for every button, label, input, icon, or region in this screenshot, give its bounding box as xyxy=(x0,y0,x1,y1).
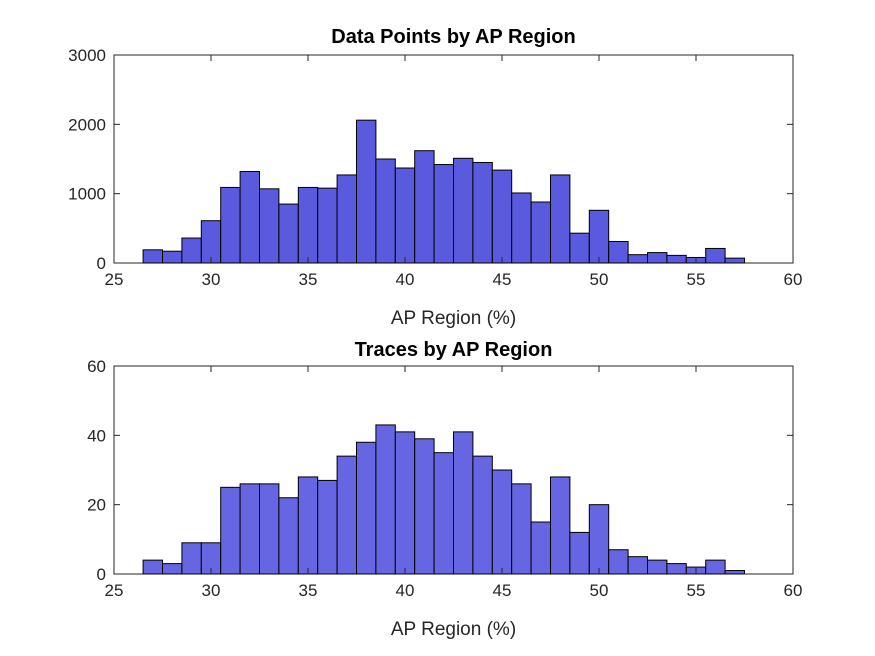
bar xyxy=(472,455,493,575)
x-tick-label: 55 xyxy=(687,581,706,600)
bar xyxy=(724,570,745,575)
bar xyxy=(627,556,648,575)
bar xyxy=(550,476,571,575)
bar xyxy=(647,559,668,575)
chart-traces: Traces by AP Region AP Region (%) 25 30 35… xyxy=(87,339,802,640)
bar xyxy=(453,157,474,264)
bar xyxy=(239,483,261,575)
bar xyxy=(511,192,532,264)
chart-title: Traces by AP Region xyxy=(355,339,553,361)
bar xyxy=(278,203,299,264)
x-tick-label: 40 xyxy=(396,270,415,289)
bar xyxy=(608,549,629,575)
x-tick-label: 25 xyxy=(105,270,124,289)
bar xyxy=(550,174,571,264)
bar xyxy=(433,452,455,575)
y-ticks: 0 1000 2000 3000 xyxy=(68,46,793,273)
x-tick-label: 60 xyxy=(784,270,803,289)
bar xyxy=(433,164,455,264)
bar xyxy=(317,187,338,264)
bar xyxy=(336,174,358,264)
bar xyxy=(414,150,435,264)
y-tick-label: 3000 xyxy=(68,46,106,65)
bars xyxy=(142,119,745,264)
bar xyxy=(336,455,358,575)
bar xyxy=(297,186,319,264)
y-tick-label: 2000 xyxy=(68,115,106,134)
y-tick-label: 0 xyxy=(97,254,106,273)
bar xyxy=(491,169,513,264)
bar xyxy=(666,563,687,575)
x-tick-label: 30 xyxy=(202,270,221,289)
x-tick-label: 45 xyxy=(493,270,512,289)
bar xyxy=(142,559,164,575)
y-tick-label: 0 xyxy=(97,565,106,584)
bar xyxy=(569,232,590,264)
x-tick-label: 35 xyxy=(299,581,318,600)
x-ticks: 25 30 35 40 45 50 55 60 xyxy=(105,366,803,600)
bar xyxy=(530,521,551,575)
y-tick-label: 60 xyxy=(87,357,106,376)
y-tick-label: 40 xyxy=(87,426,106,445)
bar xyxy=(278,497,299,575)
bar xyxy=(297,476,319,575)
x-tick-label: 40 xyxy=(396,581,415,600)
bar xyxy=(356,119,377,264)
x-tick-label: 50 xyxy=(590,581,609,600)
bar xyxy=(627,254,648,264)
bar xyxy=(162,250,183,264)
bar xyxy=(375,424,396,575)
bar xyxy=(453,431,474,575)
x-tick-label: 30 xyxy=(202,581,221,600)
bar xyxy=(259,483,280,575)
bar xyxy=(724,257,745,264)
bar xyxy=(317,479,338,575)
bar xyxy=(472,161,493,264)
chart-title: Data Points by AP Region xyxy=(331,26,575,48)
chart-data-points: Data Points by AP Region AP Region (%) 2… xyxy=(68,26,802,329)
bar xyxy=(356,441,377,575)
y-tick-label: 20 xyxy=(87,496,106,515)
bar xyxy=(511,483,532,575)
bar xyxy=(530,201,551,264)
bar xyxy=(162,563,183,575)
bar xyxy=(647,252,668,264)
bar xyxy=(491,469,513,575)
bar xyxy=(181,542,202,575)
x-tick-label: 25 xyxy=(105,581,124,600)
bar xyxy=(608,241,629,264)
bar xyxy=(414,438,435,575)
bar xyxy=(200,220,222,264)
bar xyxy=(181,237,202,264)
x-ticks: 25 30 35 40 45 50 55 60 xyxy=(105,55,803,289)
x-tick-label: 45 xyxy=(493,581,512,600)
bar xyxy=(394,167,416,264)
bar xyxy=(375,158,396,264)
bar xyxy=(220,186,241,264)
bar xyxy=(142,249,164,264)
x-tick-label: 60 xyxy=(784,581,803,600)
y-ticks: 0 20 40 60 xyxy=(87,357,793,584)
x-tick-label: 55 xyxy=(687,270,706,289)
x-tick-label: 50 xyxy=(590,270,609,289)
x-axis-label: AP Region (%) xyxy=(391,619,516,640)
bar xyxy=(239,170,261,264)
bar xyxy=(705,559,726,575)
y-tick-label: 1000 xyxy=(68,185,106,204)
bar xyxy=(705,247,726,264)
bar xyxy=(259,188,280,264)
bar xyxy=(588,504,610,575)
bar xyxy=(588,209,610,264)
bar xyxy=(394,431,416,575)
bar xyxy=(220,486,241,575)
bar xyxy=(666,254,687,264)
bars xyxy=(142,424,745,575)
x-axis-label: AP Region (%) xyxy=(391,308,516,329)
x-tick-label: 35 xyxy=(299,270,318,289)
bar xyxy=(569,531,590,575)
